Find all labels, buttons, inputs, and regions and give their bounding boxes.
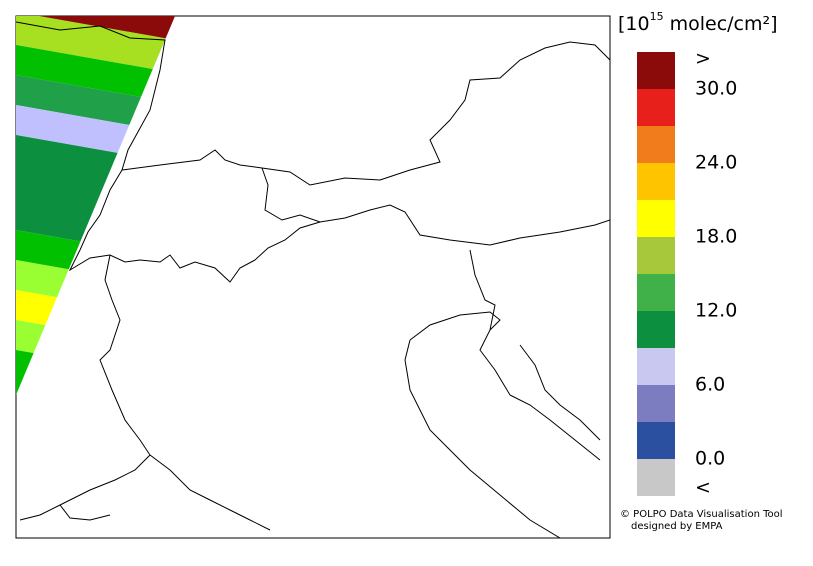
colorbar-label: 12.0 bbox=[695, 300, 737, 322]
colorbar-segment bbox=[637, 348, 675, 385]
colorbar-label: 30.0 bbox=[695, 78, 737, 100]
colorbar-label: < bbox=[695, 477, 711, 499]
colorbar-label: 18.0 bbox=[695, 226, 737, 248]
colorbar-segment bbox=[637, 200, 675, 237]
colorbar-segment bbox=[637, 274, 675, 311]
colorbar: [1015 molec/cm²] >30.0 24.0 18.0 12.0 6.0 0.0 < bbox=[618, 10, 778, 499]
colorbar-segment bbox=[637, 459, 675, 496]
colorbar-segment bbox=[637, 52, 675, 89]
colorbar-label: 24.0 bbox=[695, 152, 737, 174]
colorbar-title-suffix: molec/cm²] bbox=[670, 13, 778, 35]
colorbar-title-prefix: [10 bbox=[618, 13, 650, 35]
colorbar-title: [1015 molec/cm²] bbox=[618, 10, 778, 35]
colorbar-segment bbox=[637, 126, 675, 163]
colorbar-segment bbox=[637, 422, 675, 459]
colorbar-segment bbox=[637, 385, 675, 422]
colorbar-segment bbox=[637, 89, 675, 126]
credit-line: © POLPO Data Visualisation Tool bbox=[620, 509, 783, 520]
colorbar-label: > bbox=[695, 48, 711, 70]
colorbar-segment bbox=[637, 163, 675, 200]
colorbar-label: 0.0 bbox=[695, 448, 725, 470]
credit-line: designed by EMPA bbox=[631, 521, 723, 532]
colorbar-segment bbox=[637, 237, 675, 274]
map-borders bbox=[16, 21, 610, 538]
colorbar-label: 6.0 bbox=[695, 374, 725, 396]
colorbar-title-exponent: 15 bbox=[650, 10, 664, 23]
map-panel bbox=[15, 15, 611, 539]
colorbar-segment bbox=[637, 311, 675, 348]
